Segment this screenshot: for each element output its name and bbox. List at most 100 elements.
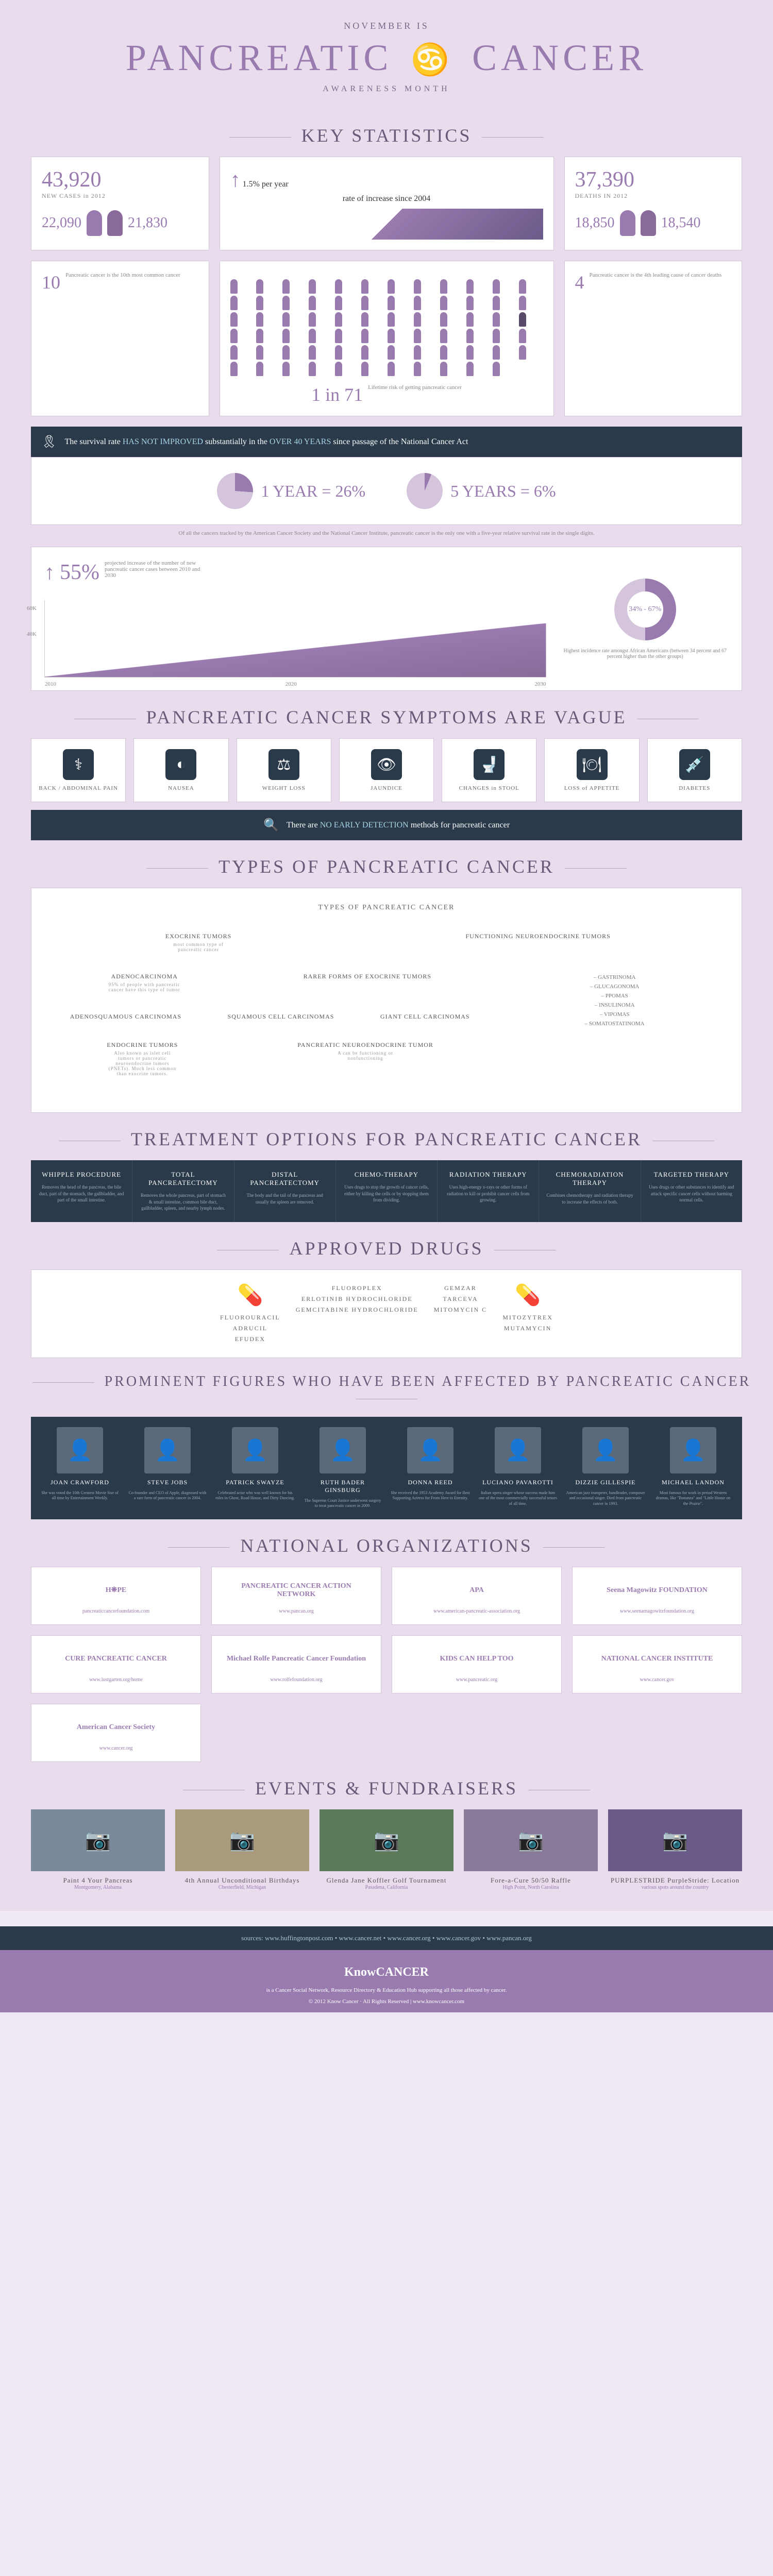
- portrait-placeholder: 👤: [57, 1427, 103, 1473]
- section-drugs-title: APPROVED DRUGS: [0, 1222, 773, 1269]
- org-item[interactable]: KIDS CAN HELP TOOwww.pancreatic.org: [392, 1635, 562, 1693]
- org-logo: Seena Magowitz FOUNDATION: [583, 1578, 731, 1603]
- figure-item: 👤STEVE JOBSCo-founder and CEO of Apple, …: [124, 1427, 211, 1509]
- survival-banner: 🎗 The survival rate HAS NOT IMPROVED sub…: [31, 427, 742, 457]
- drug-col: GEMZARTARCEVAMITOMYCIN C: [434, 1283, 487, 1345]
- pill-icon: 💊: [220, 1283, 280, 1307]
- figure-item: 👤MICHAEL LANDONMost famous for work in p…: [649, 1427, 737, 1509]
- donut-chart: 34% - 67%: [614, 579, 676, 640]
- org-logo: Michael Rolfe Pancreatic Cancer Foundati…: [222, 1646, 371, 1672]
- types-tree: TYPES OF PANCREATIC CANCER EXOCRINE TUMO…: [31, 888, 742, 1113]
- event-item[interactable]: 📷Fore-a-Cure 50/50 RaffleHigh Point, Nor…: [464, 1809, 598, 1890]
- male-icon: [620, 210, 635, 236]
- org-logo: American Cancer Society: [42, 1715, 190, 1740]
- symptom-icon: 💉: [679, 749, 710, 780]
- symptom-icon: ⚖: [268, 749, 299, 780]
- event-item[interactable]: 📷PURPLESTRIDE PurpleStride: Locationvari…: [608, 1809, 742, 1890]
- org-item[interactable]: APAwww.american-pancreatic-association.o…: [392, 1567, 562, 1625]
- symptom-icon: ◐: [165, 749, 196, 780]
- section-orgs-title: NATIONAL ORGANIZATIONS: [0, 1519, 773, 1567]
- stat-population: 1 in 71Lifetime risk of getting pancreat…: [220, 261, 554, 416]
- ribbon-icon: ♋: [411, 41, 453, 78]
- figures-row: 👤JOAN CRAWFORDShe was voted the 10th Gre…: [31, 1417, 742, 1519]
- org-item[interactable]: CURE PANCREATIC CANCERwww.lustgarten.org…: [31, 1635, 201, 1693]
- figure-item: 👤RUTH BADER GINSBURGThe Supreme Court Ju…: [299, 1427, 386, 1509]
- section-events-title: EVENTS & FUNDRAISERS: [0, 1762, 773, 1809]
- treatment-item: TOTAL PANCREATECTOMYRemoves the whole pa…: [132, 1160, 234, 1222]
- portrait-placeholder: 👤: [232, 1427, 278, 1473]
- stat-cause: 4Pancreatic cancer is the 4th leading ca…: [564, 261, 743, 416]
- portrait-placeholder: 👤: [582, 1427, 629, 1473]
- figure-item: 👤LUCIANO PAVAROTTIItalian opera singer w…: [474, 1427, 562, 1509]
- event-image: 📷: [464, 1809, 598, 1871]
- event-image: 📷: [175, 1809, 309, 1871]
- header-pre: NOVEMBER IS: [10, 21, 763, 31]
- org-item[interactable]: Seena Magowitz FOUNDATIONwww.seenamagowi…: [572, 1567, 742, 1625]
- drugs-row: 💊FLUOROURACILADRUCILEFUDEXFLUOROPLEXERLO…: [31, 1269, 742, 1358]
- drug-col: FLUOROPLEXERLOTINIB HYDROCHLORIDEGEMCITA…: [296, 1283, 418, 1345]
- event-item[interactable]: 📷Paint 4 Your PancreasMontgomery, Alabam…: [31, 1809, 165, 1890]
- stat-newcases: 43,920 NEW CASES in 2012 22,090 21,830: [31, 157, 209, 250]
- portrait-placeholder: 👤: [320, 1427, 366, 1473]
- arrow-up-icon: ↑: [230, 168, 241, 191]
- footer: KnowCANCER is a Cancer Social Network, R…: [0, 1950, 773, 2012]
- treatment-item: RADIATION THERAPYUses high-energy x-rays…: [438, 1160, 539, 1222]
- stat-deaths: 37,390 DEATHS IN 2012 18,850 18,540: [564, 157, 743, 250]
- symptoms-row: ⚕BACK / ABDOMINAL PAIN◐NAUSEA⚖WEIGHT LOS…: [31, 738, 742, 802]
- header-title: PANCREATIC ♋ CANCER: [10, 37, 763, 79]
- treatment-item: CHEMO-THERAPYUses drugs to stop the grow…: [336, 1160, 438, 1222]
- detection-banner: 🔍 There are NO EARLY DETECTION methods f…: [31, 810, 742, 840]
- symptom-icon: 🍽: [577, 749, 608, 780]
- event-item[interactable]: 📷4th Annual Unconditional BirthdaysChest…: [175, 1809, 309, 1890]
- treatment-item: DISTAL PANCREATECTOMYThe body and the ta…: [234, 1160, 336, 1222]
- arrow-up-icon: ↑: [44, 560, 55, 584]
- symptom-icon: 👁: [371, 749, 402, 780]
- portrait-placeholder: 👤: [670, 1427, 716, 1473]
- org-logo: NATIONAL CANCER INSTITUTE: [583, 1646, 731, 1672]
- section-treatments-title: TREATMENT OPTIONS FOR PANCREATIC CANCER: [0, 1113, 773, 1160]
- pie-1year: [217, 473, 253, 509]
- symptom-item: 🚽CHANGES in STOOL: [442, 738, 536, 802]
- symptom-item: 💉DIABETES: [647, 738, 742, 802]
- treatment-item: CHEMORADIATION THERAPYCombines chemother…: [539, 1160, 641, 1222]
- symptom-item: 🍽LOSS of APPETITE: [544, 738, 639, 802]
- drug-col: 💊MITOZYTREXMUTAMYCIN: [502, 1283, 553, 1345]
- figure-item: 👤PATRICK SWAYZECelebrated actor who was …: [211, 1427, 299, 1509]
- org-item[interactable]: Michael Rolfe Pancreatic Cancer Foundati…: [211, 1635, 381, 1693]
- search-icon: 🔍: [263, 818, 279, 833]
- org-item[interactable]: H❋PEpancreaticcancerfoundation.com: [31, 1567, 201, 1625]
- events-row: 📷Paint 4 Your PancreasMontgomery, Alabam…: [31, 1809, 742, 1890]
- event-item[interactable]: 📷Glenda Jane Koffler Golf TournamentPasa…: [320, 1809, 453, 1890]
- treatment-item: TARGETED THERAPYUses drugs or other subs…: [641, 1160, 742, 1222]
- symptom-icon: ⚕: [63, 749, 94, 780]
- org-logo: PANCREATIC CANCER ACTION NETWORK: [222, 1578, 371, 1603]
- rate-chart: [230, 209, 543, 240]
- org-logo: APA: [402, 1578, 551, 1603]
- stat-rank: 10Pancreatic cancer is the 10th most com…: [31, 261, 209, 416]
- projection-box: ↑ 55% projected increase of the number o…: [31, 547, 742, 691]
- female-icon: [641, 210, 656, 236]
- org-logo: CURE PANCREATIC CANCER: [42, 1646, 190, 1672]
- event-image: 📷: [320, 1809, 453, 1871]
- org-item[interactable]: American Cancer Societywww.cancer.org: [31, 1704, 201, 1762]
- org-logo: H❋PE: [42, 1578, 190, 1603]
- sources-bar: sources: www.huffingtonpost.com • www.ca…: [0, 1926, 773, 1950]
- symptom-item: ⚖WEIGHT LOSS: [237, 738, 331, 802]
- pill-icon: 💊: [502, 1283, 553, 1307]
- treatment-item: WHIPPLE PROCEDURERemoves the head of the…: [31, 1160, 132, 1222]
- neuro-list: – GASTRINOMA– GLUCAGONOMA– PPOMAS– INSUL…: [503, 973, 726, 1097]
- section-stats-title: KEY STATISTICS: [0, 109, 773, 157]
- section-types-title: TYPES OF PANCREATIC CANCER: [0, 840, 773, 888]
- figure-item: 👤JOAN CRAWFORDShe was voted the 10th Gre…: [36, 1427, 124, 1509]
- figure-item: 👤DONNA REEDShe received the 1953 Academy…: [386, 1427, 474, 1509]
- event-image: 📷: [608, 1809, 742, 1871]
- section-figures-title: PROMINENT FIGURES WHO HAVE BEEN AFFECTED…: [0, 1358, 773, 1417]
- event-image: 📷: [31, 1809, 165, 1871]
- people-grid: [230, 279, 543, 376]
- org-item[interactable]: NATIONAL CANCER INSTITUTEwww.cancer.gov: [572, 1635, 742, 1693]
- symptom-icon: 🚽: [474, 749, 505, 780]
- rarer-row: ADENOSQUAMOUS CARCINOMASSQUAMOUS CELL CA…: [47, 1013, 493, 1021]
- symptom-item: ◐NAUSEA: [133, 738, 228, 802]
- pie-5year: [407, 473, 443, 509]
- org-item[interactable]: PANCREATIC CANCER ACTION NETWORKwww.panc…: [211, 1567, 381, 1625]
